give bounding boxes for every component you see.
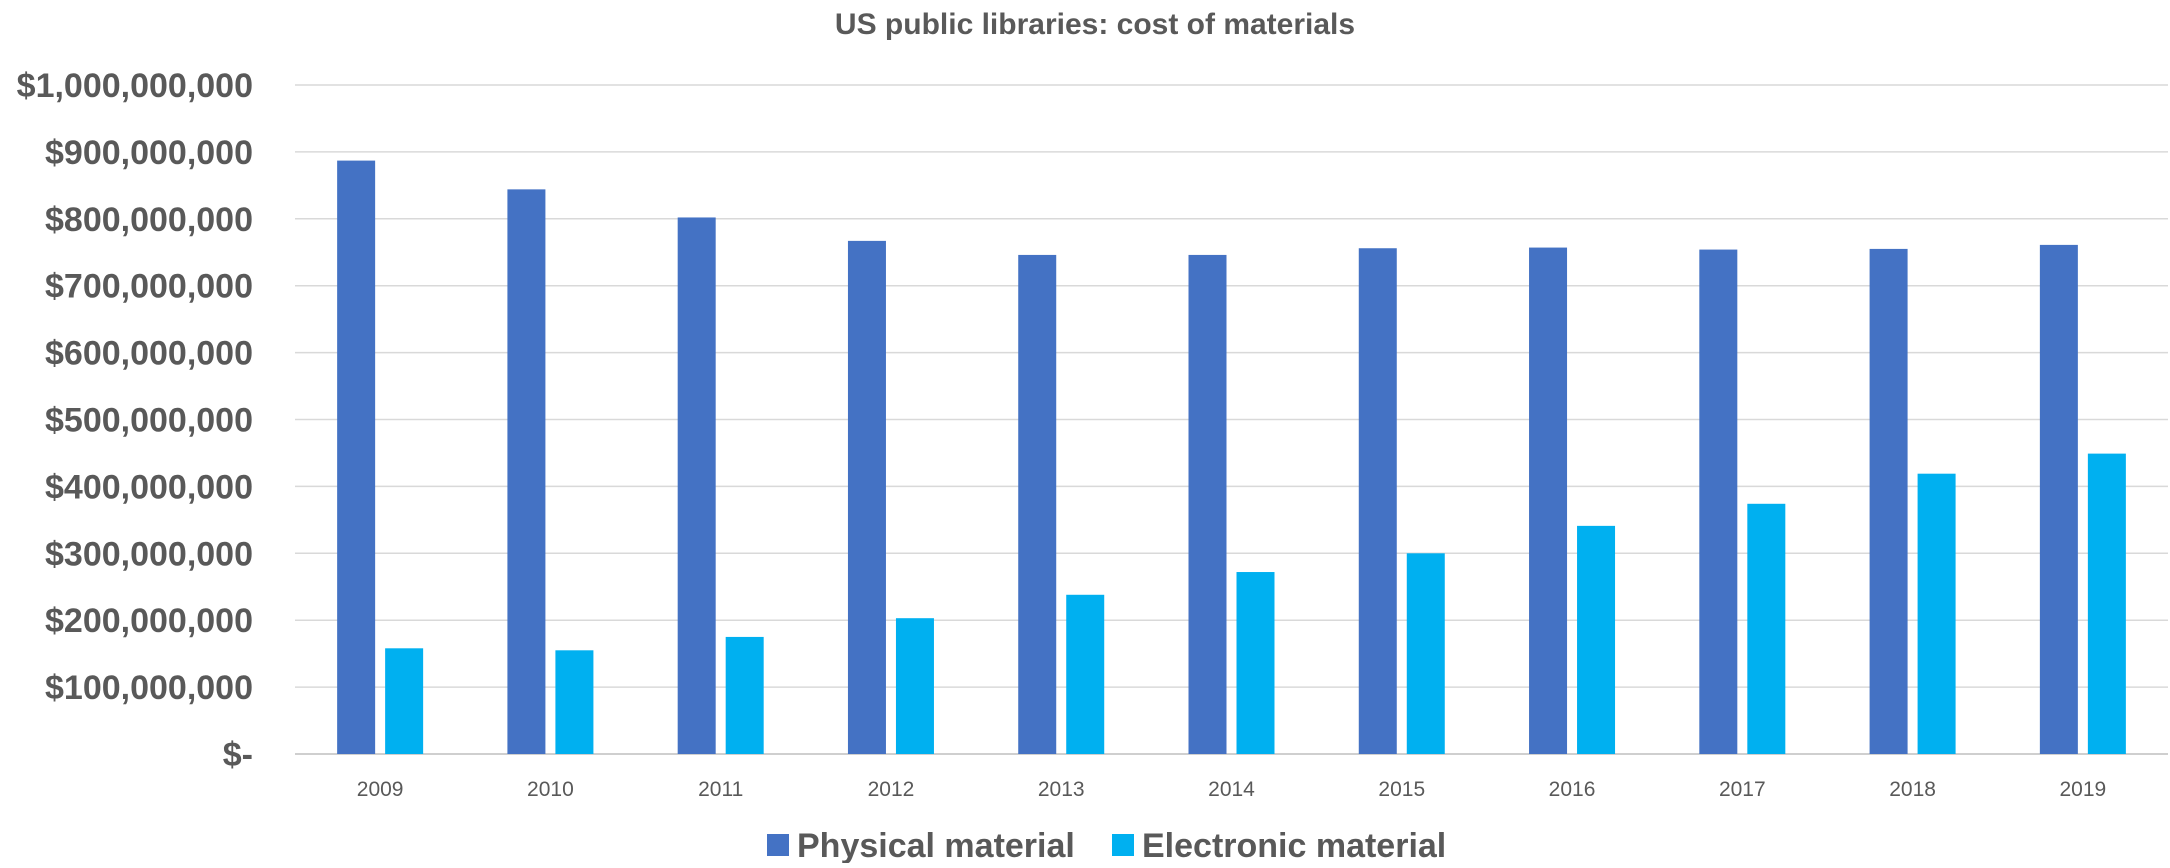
- y-tick-label: $600,000,000: [45, 335, 253, 373]
- y-tick-label: $900,000,000: [45, 134, 253, 172]
- x-tick-label: 2016: [1549, 778, 1596, 801]
- x-tick-label: 2014: [1208, 778, 1255, 801]
- legend-label: Physical material: [797, 827, 1075, 863]
- bar-electronic-material-2017: [1747, 503, 1786, 754]
- bar-electronic-material-2010: [555, 650, 594, 754]
- bar-electronic-material-2009: [385, 648, 424, 754]
- y-tick-label: $700,000,000: [45, 268, 253, 306]
- x-tick-label: 2010: [527, 778, 574, 801]
- bar-physical-material-2019: [2039, 244, 2078, 755]
- y-tick-label: $-: [223, 736, 253, 774]
- chart-title: US public libraries: cost of materials: [835, 8, 1355, 41]
- bar-electronic-material-2012: [895, 618, 934, 754]
- y-tick-label: $200,000,000: [45, 602, 253, 640]
- bar-physical-material-2011: [677, 217, 716, 754]
- bar-electronic-material-2018: [1917, 473, 1956, 754]
- y-tick-label: $800,000,000: [45, 201, 253, 239]
- x-tick-label: 2017: [1719, 778, 1766, 801]
- x-tick-label: 2013: [1038, 778, 1085, 801]
- bar-physical-material-2010: [507, 189, 546, 754]
- x-tick-label: 2019: [2060, 778, 2107, 801]
- x-tick-label: 2015: [1378, 778, 1425, 801]
- x-tick-label: 2018: [1889, 778, 1936, 801]
- legend-item-physical-material: Physical material: [767, 827, 1075, 865]
- bar-physical-material-2015: [1358, 248, 1397, 754]
- bar-electronic-material-2019: [2087, 453, 2126, 754]
- y-tick-label: $1,000,000,000: [17, 67, 253, 105]
- y-tick-label: $500,000,000: [45, 402, 253, 440]
- legend-swatch: [767, 834, 789, 856]
- bar-physical-material-2016: [1529, 247, 1568, 754]
- x-tick-label: 2012: [868, 778, 915, 801]
- y-axis: $- $100,000,000 $200,000,000 $300,000,000 $4…: [17, 67, 253, 774]
- legend: Physical material Electronic material: [767, 827, 1446, 865]
- legend-label: Electronic material: [1142, 827, 1446, 863]
- bar-physical-material-2009: [337, 160, 376, 755]
- bar-physical-material-2014: [1188, 254, 1227, 754]
- x-axis: 2009 2010 2011 2012 2013 2014 2015 2016 2017 2018…: [357, 778, 2106, 801]
- bar-electronic-material-2015: [1406, 553, 1445, 754]
- y-tick-label: $100,000,000: [45, 669, 253, 707]
- bar-electronic-material-2013: [1066, 594, 1105, 754]
- y-tick-label: $300,000,000: [45, 535, 253, 573]
- bar-physical-material-2012: [847, 240, 886, 754]
- bar-physical-material-2017: [1699, 249, 1738, 754]
- bar-electronic-material-2016: [1577, 525, 1616, 754]
- gridlines: [295, 84, 2168, 755]
- legend-swatch: [1112, 834, 1134, 856]
- x-tick-label: 2011: [698, 778, 743, 801]
- bar-electronic-material-2011: [725, 636, 764, 754]
- bar-physical-material-2018: [1869, 248, 1908, 754]
- bar-physical-material-2013: [1018, 254, 1057, 754]
- bar-electronic-material-2014: [1236, 572, 1275, 754]
- y-tick-label: $400,000,000: [45, 468, 253, 506]
- legend-item-electronic-material: Electronic material: [1112, 827, 1446, 865]
- bars: [337, 160, 2126, 755]
- x-tick-label: 2009: [357, 778, 404, 801]
